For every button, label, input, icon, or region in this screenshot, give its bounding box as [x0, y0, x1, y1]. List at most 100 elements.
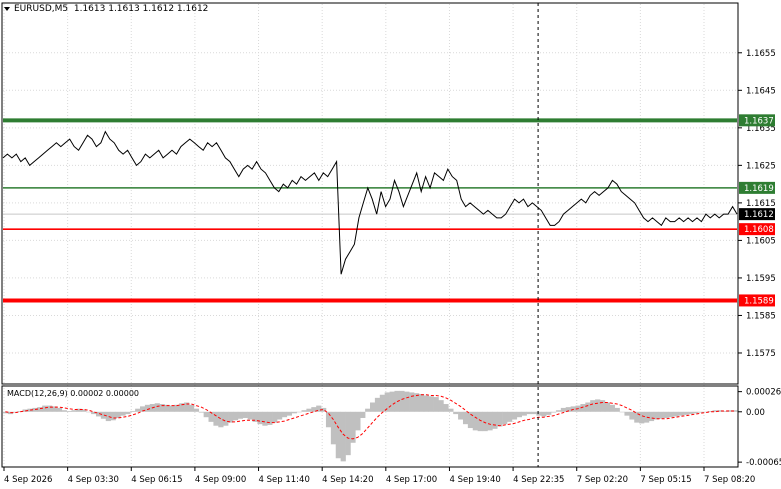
- macd-bar: [296, 411, 302, 413]
- macd-bar: [580, 404, 586, 412]
- macd-bar: [384, 392, 390, 412]
- macd-bar: [609, 404, 615, 412]
- price-tick-label: 1.1595: [746, 274, 776, 284]
- macd-panel-border: [1, 385, 739, 468]
- macd-bar: [497, 411, 503, 427]
- level-tag-1.1619: [739, 181, 775, 194]
- macd-bar: [653, 411, 660, 420]
- macd-bar: [599, 400, 606, 412]
- macd-bar: [272, 411, 278, 423]
- macd-bar: [644, 411, 650, 423]
- time-tick-label: 4 Sep 22:35: [513, 475, 564, 485]
- macd-bar: [257, 411, 263, 425]
- macd-bar: [267, 411, 273, 425]
- price-tick-label: 1.1605: [746, 236, 776, 246]
- price-line: [2, 130, 738, 275]
- level-tag-1.1608: [739, 223, 775, 236]
- macd-bar: [692, 411, 699, 414]
- macd-bar: [169, 405, 175, 412]
- macd-bar: [404, 391, 410, 412]
- time-axis: 4 Sep 2026 4 Sep 03:30 4 Sep 06:15 4 Sep 09…: [3, 467, 755, 485]
- macd-bar: [585, 402, 591, 412]
- macd-bar: [614, 407, 620, 412]
- macd-bar: [555, 410, 562, 412]
- macd-bar: [507, 411, 513, 422]
- macd-bar: [521, 411, 527, 416]
- macd-bar: [159, 404, 165, 412]
- macd-bar: [321, 407, 327, 412]
- time-tick-label: 4 Sep 03:30: [68, 475, 119, 485]
- time-tick-label: 4 Sep 17:00: [386, 475, 437, 485]
- price-tick-label: 1.1625: [746, 161, 776, 171]
- macd-bar: [179, 403, 185, 412]
- current-price-tag: [739, 208, 775, 221]
- macd-bar: [174, 404, 180, 412]
- macd-bar: [727, 410, 733, 412]
- macd-bar: [648, 411, 655, 422]
- macd-bar: [228, 411, 234, 423]
- time-tick-label: 7 Sep 05:15: [640, 475, 691, 485]
- macd-bar: [232, 411, 239, 421]
- macd-bar: [658, 411, 664, 419]
- ohlc-values: 1.1613 1.1613 1.1612 1.1612: [73, 4, 209, 14]
- macd-bar: [462, 411, 469, 425]
- macd-bar: [619, 411, 625, 413]
- macd-histogram: [3, 390, 738, 462]
- macd-bar: [458, 411, 464, 420]
- macd-bar: [477, 411, 483, 432]
- macd-bar: [32, 407, 38, 412]
- macd-bar: [144, 404, 151, 412]
- time-tick-label: 4 Sep 2026: [4, 475, 52, 485]
- macd-bar: [350, 411, 356, 443]
- macd-bar: [184, 402, 190, 412]
- macd-bar: [673, 411, 679, 417]
- macd-bar: [624, 411, 630, 416]
- macd-bar: [531, 411, 537, 415]
- price-tick-label: 1.1635: [746, 124, 776, 134]
- macd-label: MACD(12,26,9) 0.00002 0.00000: [7, 389, 140, 398]
- macd-bar: [511, 411, 518, 420]
- level-tag-label: 1.1589: [744, 296, 774, 306]
- macd-bar: [717, 410, 723, 412]
- macd-bar: [27, 408, 33, 412]
- macd-bar: [223, 411, 229, 426]
- macd-bar: [218, 411, 224, 428]
- macd-bar: [135, 408, 141, 412]
- time-tick-label: 4 Sep 09:00: [195, 475, 246, 485]
- macd-bar: [115, 411, 121, 418]
- macd-bar: [291, 411, 297, 414]
- main-grid: [3, 4, 737, 466]
- macd-bar: [702, 411, 708, 413]
- macd-bar: [409, 392, 415, 412]
- macd-bar: [37, 407, 43, 412]
- macd-bar: [66, 411, 72, 412]
- macd-bar: [438, 400, 444, 412]
- macd-bar: [340, 411, 346, 462]
- price-tick-label: 1.1615: [746, 199, 776, 209]
- macd-bar: [252, 411, 258, 422]
- macd-bar: [428, 396, 434, 412]
- macd-bar: [423, 395, 430, 412]
- macd-bar: [81, 409, 87, 412]
- level-tag-label: 1.1608: [744, 225, 774, 235]
- time-tick-label: 4 Sep 19:40: [449, 475, 500, 485]
- macd-bar: [443, 404, 449, 412]
- price-tick-label: 1.1585: [746, 311, 776, 321]
- macd-bar: [502, 411, 508, 425]
- macd-tick-label: -0.00065: [746, 458, 781, 468]
- macd-bar: [193, 408, 200, 412]
- price-axis: 1.1655 1.1645 1.1635 1.1625 1.1615 1.1605 1.15…: [738, 49, 776, 359]
- macd-bar: [56, 407, 63, 412]
- macd-bar: [325, 411, 332, 428]
- macd-bar: [91, 411, 97, 415]
- macd-bar: [389, 391, 395, 412]
- macd-bar: [47, 405, 53, 412]
- current-price-label: 1.1612: [744, 210, 774, 220]
- collapse-triangle-icon[interactable]: [4, 6, 10, 11]
- macd-bar: [105, 411, 111, 422]
- macd-bar: [355, 411, 361, 431]
- macd-bar: [95, 411, 102, 417]
- macd-bar: [330, 411, 337, 445]
- macd-bar: [125, 411, 131, 415]
